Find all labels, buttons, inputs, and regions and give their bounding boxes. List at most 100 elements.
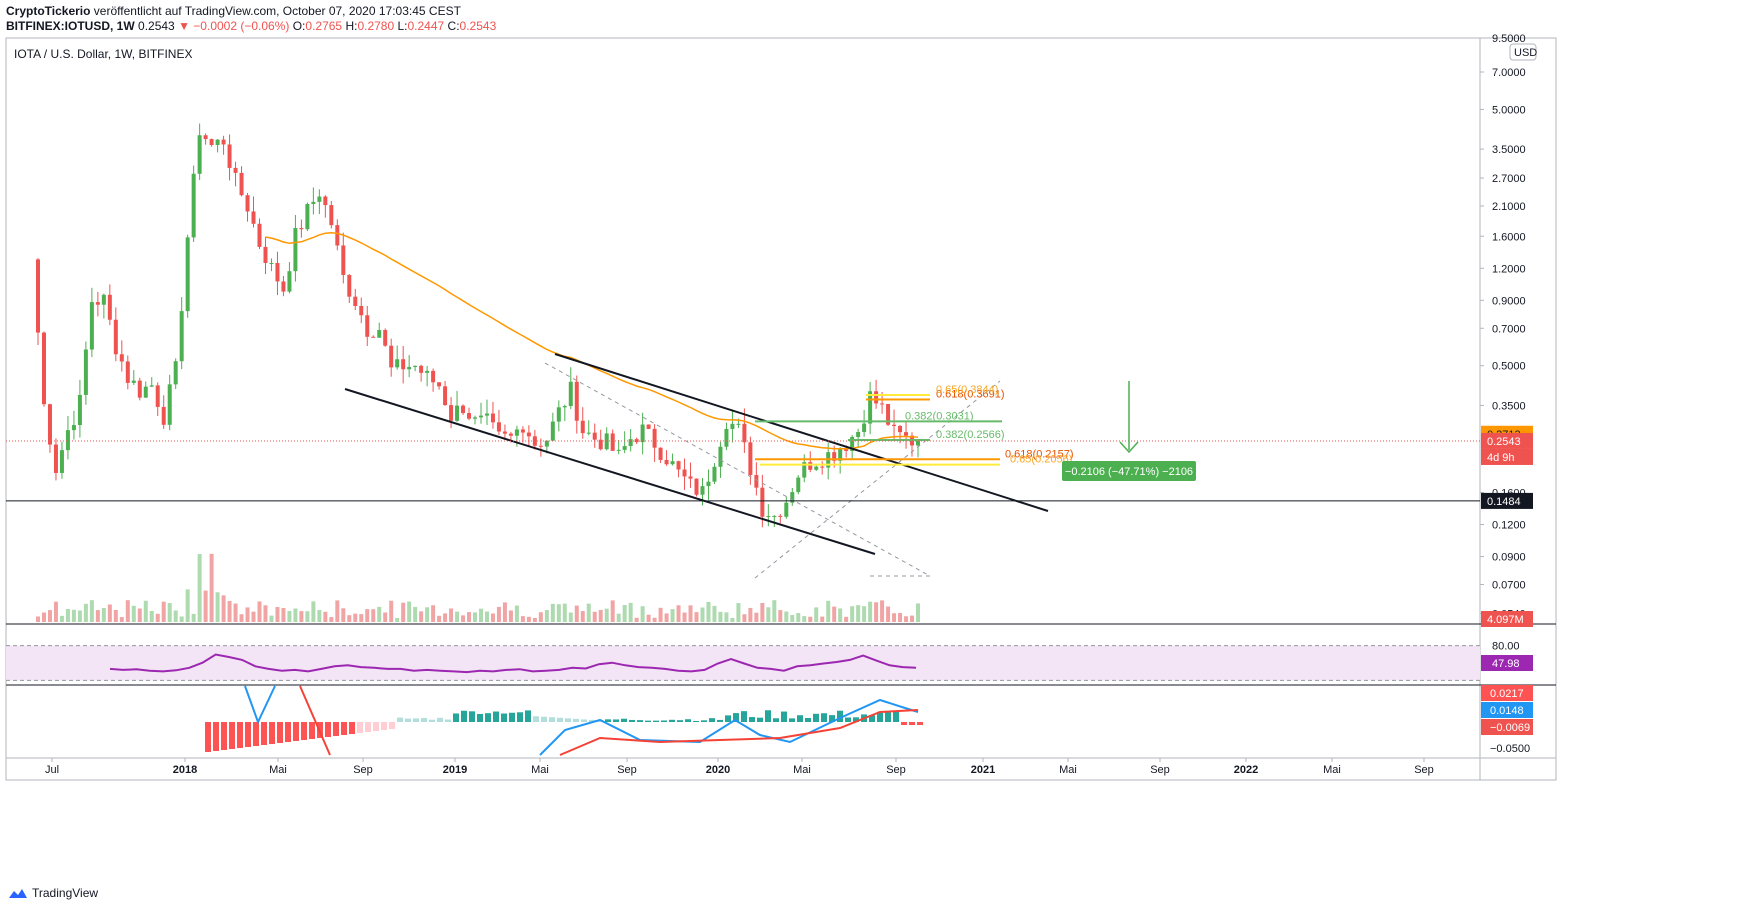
candle-body[interactable] [874,391,879,404]
candle-body[interactable] [754,475,759,488]
candle-body[interactable] [598,439,603,450]
candle-body[interactable] [215,139,220,145]
candle-body[interactable] [221,139,226,145]
candle-body[interactable] [449,405,454,421]
candle-body[interactable] [478,415,483,418]
candle-body[interactable] [568,381,573,407]
candle-body[interactable] [562,406,567,408]
candle-body[interactable] [844,449,849,451]
candle-body[interactable] [658,447,663,460]
candle-body[interactable] [742,423,747,443]
candle-body[interactable] [209,139,214,145]
candle-body[interactable] [586,432,591,434]
candle-body[interactable] [784,502,789,517]
candle-body[interactable] [616,449,621,451]
candle-body[interactable] [730,423,735,429]
candle-body[interactable] [383,330,388,346]
candle-body[interactable] [526,432,531,437]
candle-body[interactable] [203,135,208,140]
candle-body[interactable] [257,223,262,247]
candle-body[interactable] [275,262,280,282]
candle-body[interactable] [490,413,495,423]
candle-body[interactable] [484,413,489,416]
candle-body[interactable] [353,296,358,306]
candle-body[interactable] [455,405,460,421]
candle-body[interactable] [652,428,657,448]
candle-body[interactable] [496,422,501,432]
candle-body[interactable] [718,446,723,467]
candle-body[interactable] [293,228,298,272]
candle-body[interactable] [107,294,112,320]
candle-body[interactable] [556,407,561,422]
candle-body[interactable] [245,195,250,212]
candle-body[interactable] [437,382,442,387]
candle-body[interactable] [832,452,837,461]
tradingview-logo-icon[interactable] [8,886,28,900]
candle-body[interactable] [89,302,94,350]
candle-body[interactable] [425,370,430,373]
candle-body[interactable] [640,424,645,443]
candle-body[interactable] [227,144,232,168]
candle-body[interactable] [149,385,154,387]
candle-body[interactable] [36,259,40,333]
candle-body[interactable] [173,361,178,385]
currency-badge[interactable] [1509,43,1537,61]
candle-body[interactable] [868,391,873,424]
candle-body[interactable] [125,361,130,383]
candle-body[interactable] [808,462,813,470]
candle-body[interactable] [592,432,597,440]
candle-body[interactable] [856,431,861,438]
candle-body[interactable] [646,424,651,429]
candle-body[interactable] [772,515,777,517]
candle-body[interactable] [185,237,190,312]
candle-body[interactable] [329,205,334,226]
candle-body[interactable] [802,462,807,478]
candle-body[interactable] [77,394,82,426]
candle-body[interactable] [389,345,394,368]
candle-body[interactable] [850,437,855,451]
candle-body[interactable] [700,486,705,495]
candle-body[interactable] [155,385,160,407]
candle-body[interactable] [401,359,406,370]
candle-body[interactable] [335,225,340,246]
candle-body[interactable] [904,432,909,436]
candle-body[interactable] [514,429,519,436]
candle-body[interactable] [574,381,579,421]
candle-body[interactable] [179,311,184,362]
candle-body[interactable] [473,417,478,419]
candle-body[interactable] [311,201,316,204]
candle-body[interactable] [323,196,328,206]
candle-body[interactable] [664,459,669,465]
candle-body[interactable] [161,406,166,425]
candle-body[interactable] [299,228,304,230]
candle-body[interactable] [281,281,286,292]
candle-body[interactable] [461,405,466,414]
candle-body[interactable] [766,516,771,518]
candle-body[interactable] [137,380,142,398]
candle-body[interactable] [371,336,376,338]
candle-body[interactable] [197,135,202,174]
publisher-name[interactable]: CryptoTickerio [6,4,91,18]
candle-body[interactable] [131,380,136,383]
candle-body[interactable] [41,332,46,405]
candle-body[interactable] [736,423,741,425]
candle-body[interactable] [59,450,64,473]
candle-body[interactable] [95,302,100,305]
candle-body[interactable] [269,262,274,264]
candle-body[interactable] [790,492,795,503]
candle-body[interactable] [760,487,765,517]
candle-body[interactable] [892,424,897,426]
candle-body[interactable] [610,433,615,451]
measure-label-box[interactable] [1062,461,1196,481]
candle-body[interactable] [628,439,633,447]
candle-body[interactable] [419,365,424,373]
candle-body[interactable] [239,172,244,196]
candle-body[interactable] [508,433,513,436]
candle-body[interactable] [748,442,753,476]
candle-body[interactable] [413,365,418,367]
candle-body[interactable] [580,420,585,434]
candle-body[interactable] [550,421,555,441]
candle-body[interactable] [622,446,627,450]
candle-body[interactable] [898,425,903,433]
